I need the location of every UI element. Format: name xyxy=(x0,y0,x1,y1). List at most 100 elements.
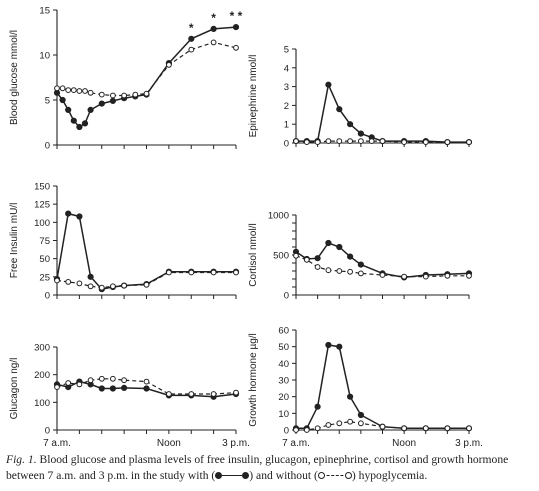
x-tick-label: Noon xyxy=(392,438,416,449)
data-point-open xyxy=(76,381,83,388)
data-point-open xyxy=(121,92,127,99)
data-point-open xyxy=(98,375,105,382)
data-point-open xyxy=(98,91,105,98)
data-point-open xyxy=(70,87,77,93)
y-tick-label: 1 xyxy=(284,120,289,131)
data-point-open xyxy=(336,420,343,427)
data-point-open xyxy=(76,88,83,94)
y-tick-label: 150 xyxy=(34,182,50,193)
legend-filled-symbol xyxy=(215,471,250,481)
data-point-open xyxy=(166,391,172,397)
data-point-open xyxy=(233,269,239,276)
x-tick-label: Noon xyxy=(157,438,181,449)
caption-label: Fig. 1. xyxy=(6,453,37,466)
data-point-open xyxy=(98,284,105,291)
data-point-open xyxy=(401,425,408,432)
data-point-open xyxy=(422,273,429,280)
data-point-open xyxy=(110,92,116,99)
data-point-open xyxy=(314,264,321,270)
caption-text-after: ) hypoglycemia. xyxy=(351,469,428,482)
data-point-filled xyxy=(81,120,89,127)
data-point-open xyxy=(54,277,60,284)
data-point-open xyxy=(210,269,217,276)
glucose-panel: 0 5 10 15 Blood glucose mmol/l * * * * xyxy=(9,6,243,152)
data-point-open xyxy=(293,252,299,259)
series-line-without-hypoglycemia xyxy=(296,421,469,431)
data-point-filled xyxy=(314,255,321,262)
data-point-open xyxy=(65,279,72,285)
data-point-filled xyxy=(336,243,343,251)
y-axis-label: Blood glucose mmol/l xyxy=(9,30,20,125)
y-tick-label: 0 xyxy=(45,291,50,302)
y-tick-label: 20 xyxy=(278,392,289,403)
data-point-open xyxy=(166,269,172,276)
data-point-filled xyxy=(347,121,354,128)
series-line-with-hypoglycemia xyxy=(296,344,469,430)
data-point-open xyxy=(293,138,299,145)
data-point-open xyxy=(233,389,239,396)
data-point-open xyxy=(87,377,94,384)
data-point-filled xyxy=(188,35,195,42)
data-point-open xyxy=(314,139,321,146)
data-point-open xyxy=(379,272,386,278)
data-point-open xyxy=(347,138,354,145)
y-tick-label: 3 xyxy=(284,82,289,93)
data-point-open xyxy=(121,282,127,289)
data-point-filled xyxy=(325,341,332,349)
data-point-filled xyxy=(98,385,105,392)
y-tick-label: 200 xyxy=(34,370,50,381)
data-point-open xyxy=(336,268,343,274)
data-point-filled xyxy=(210,25,217,32)
data-point-open xyxy=(233,44,239,51)
series-line-with-hypoglycemia xyxy=(56,26,237,128)
data-point-open xyxy=(210,39,217,46)
y-tick-label: 125 xyxy=(34,200,50,211)
y-axis-label: Free Insulin mU/l xyxy=(9,203,20,279)
y-tick-label: 4 xyxy=(284,63,289,74)
data-point-filled xyxy=(109,385,117,392)
data-point-filled xyxy=(87,273,94,280)
data-point-filled xyxy=(325,239,332,247)
data-point-filled xyxy=(76,123,83,131)
data-point-filled xyxy=(143,385,150,392)
data-point-open xyxy=(444,425,451,432)
data-point-open xyxy=(210,391,217,397)
y-tick-label: 50 xyxy=(39,254,50,265)
x-tick-label: 3 p.m. xyxy=(222,438,250,449)
caption-text-before: Blood glucose and plasma levels of free … xyxy=(6,453,509,482)
data-point-open xyxy=(143,281,150,288)
y-axis-label: Epinephrine nmol/l xyxy=(248,55,259,138)
data-point-open xyxy=(401,273,408,280)
data-point-open xyxy=(65,380,72,386)
data-point-open xyxy=(188,391,195,397)
y-tick-label: 30 xyxy=(278,376,289,387)
y-axis-label: Glucagon ng/l xyxy=(9,358,20,420)
x-tick-label: 7 a.m. xyxy=(43,438,71,449)
data-point-filled xyxy=(98,100,105,107)
figure-caption: Fig. 1. Blood glucose and plasma levels … xyxy=(6,452,534,484)
data-point-open xyxy=(166,62,172,68)
data-point-open xyxy=(143,378,150,385)
y-tick-label: 2 xyxy=(284,101,289,112)
y-axis-label: Growth hormone µg/l xyxy=(248,333,259,427)
data-point-open xyxy=(54,85,60,92)
y-tick-label: 40 xyxy=(278,359,289,370)
glucagon-panel: 0 100 200 300 7 a.m. Noon 3 p.m. Glucagon ng/l xyxy=(9,343,250,450)
data-point-open xyxy=(54,384,60,391)
data-point-open xyxy=(303,256,310,263)
data-point-filled xyxy=(357,261,364,268)
y-tick-label: 15 xyxy=(39,6,50,17)
data-point-open xyxy=(379,423,386,430)
data-point-open xyxy=(444,139,451,146)
data-point-open xyxy=(444,272,451,279)
data-point-open xyxy=(188,46,195,53)
y-tick-label: 0 xyxy=(284,426,289,437)
y-tick-label: 5 xyxy=(45,96,50,107)
data-point-open xyxy=(325,138,332,145)
data-point-open xyxy=(358,420,364,427)
data-point-filled xyxy=(109,97,117,105)
x-tick-label: 7 a.m. xyxy=(282,438,310,449)
data-point-filled xyxy=(70,117,77,124)
data-point-open xyxy=(325,422,332,428)
data-point-open xyxy=(303,139,310,146)
